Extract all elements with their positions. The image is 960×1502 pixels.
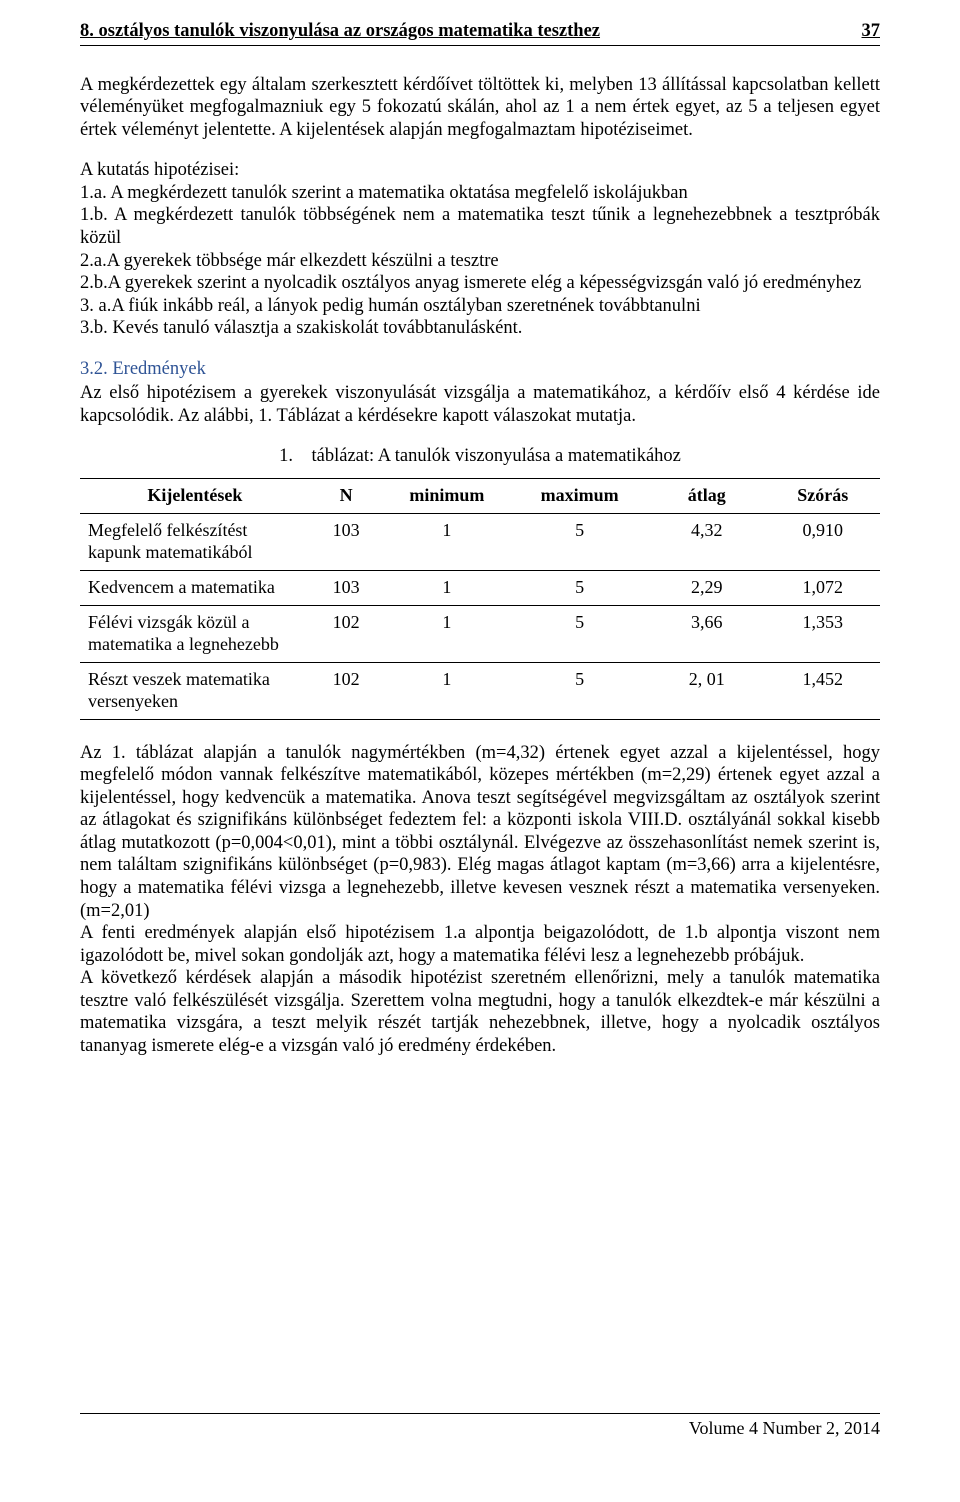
hypothesis-item: 1.b. A megkérdezett tanulók többségének … <box>80 204 880 249</box>
cell-sd: 1,452 <box>765 662 880 719</box>
section-intro: Az első hipotézisem a gyerekek viszonyul… <box>80 382 880 427</box>
col-header: Kijelentések <box>80 479 310 514</box>
cell-mean: 2, 01 <box>648 662 765 719</box>
cell-mean: 2,29 <box>648 570 765 605</box>
discussion-paragraph: A következő kérdések alapján a második h… <box>80 967 880 1057</box>
running-header: 8. osztályos tanulók viszonyulása az ors… <box>80 20 880 46</box>
cell-mean: 4,32 <box>648 513 765 570</box>
hypothesis-item: 2.b.A gyerekek szerint a nyolcadik osztá… <box>80 272 880 295</box>
running-title: 8. osztályos tanulók viszonyulása az ors… <box>80 20 600 43</box>
hypotheses-block: A kutatás hipotézisei: 1.a. A megkérdeze… <box>80 159 880 340</box>
hypothesis-item: 1.a. A megkérdezett tanulók szerint a ma… <box>80 182 880 205</box>
table-header-row: Kijelentések N minimum maximum átlag Szó… <box>80 479 880 514</box>
cell-statement: Kedvencem a matematika <box>80 570 310 605</box>
cell-max: 5 <box>511 513 648 570</box>
cell-sd: 1,072 <box>765 570 880 605</box>
col-header: maximum <box>511 479 648 514</box>
table-caption-text: táblázat: A tanulók viszonyulása a matem… <box>312 446 681 466</box>
col-header: Szórás <box>765 479 880 514</box>
hypothesis-item: 3.b. Kevés tanuló választja a szakiskolá… <box>80 317 880 340</box>
discussion-paragraph: Az 1. táblázat alapján a tanulók nagymér… <box>80 742 880 923</box>
cell-max: 5 <box>511 605 648 662</box>
page: 8. osztályos tanulók viszonyulása az ors… <box>40 0 920 1460</box>
table-row: Megfelelő felkészítést kapunk matematiká… <box>80 513 880 570</box>
footer-text: Volume 4 Number 2, 2014 <box>689 1418 880 1438</box>
cell-n: 102 <box>310 662 383 719</box>
intro-paragraph: A megkérdezettek egy általam szerkesztet… <box>80 74 880 142</box>
section-heading: 3.2. Eredmények <box>80 358 880 381</box>
cell-max: 5 <box>511 570 648 605</box>
hypothesis-item: 2.a.A gyerekek többsége már elkezdett ké… <box>80 250 880 273</box>
col-header: minimum <box>382 479 511 514</box>
cell-sd: 0,910 <box>765 513 880 570</box>
col-header: N <box>310 479 383 514</box>
cell-statement: Félévi vizsgák közül a matematika a legn… <box>80 605 310 662</box>
page-number: 37 <box>862 20 881 43</box>
cell-statement: Megfelelő felkészítést kapunk matematiká… <box>80 513 310 570</box>
hypotheses-heading: A kutatás hipotézisei: <box>80 159 880 182</box>
table-row: Félévi vizsgák közül a matematika a legn… <box>80 605 880 662</box>
cell-min: 1 <box>382 570 511 605</box>
table-label: 1. <box>279 446 293 466</box>
cell-min: 1 <box>382 513 511 570</box>
table-caption: 1. táblázat: A tanulók viszonyulása a ma… <box>80 445 880 468</box>
results-table: Kijelentések N minimum maximum átlag Szó… <box>80 478 880 720</box>
cell-n: 102 <box>310 605 383 662</box>
cell-mean: 3,66 <box>648 605 765 662</box>
cell-max: 5 <box>511 662 648 719</box>
cell-min: 1 <box>382 605 511 662</box>
cell-min: 1 <box>382 662 511 719</box>
page-footer: Volume 4 Number 2, 2014 <box>80 1413 880 1440</box>
discussion-paragraph: A fenti eredmények alapján első hipotézi… <box>80 922 880 967</box>
cell-n: 103 <box>310 570 383 605</box>
table-row: Részt veszek matematika versenyeken 102 … <box>80 662 880 719</box>
cell-statement: Részt veszek matematika versenyeken <box>80 662 310 719</box>
hypothesis-item: 3. a.A fiúk inkább reál, a lányok pedig … <box>80 295 880 318</box>
col-header: átlag <box>648 479 765 514</box>
section-block: 3.2. Eredmények Az első hipotézisem a gy… <box>80 358 880 428</box>
table-row: Kedvencem a matematika 103 1 5 2,29 1,07… <box>80 570 880 605</box>
cell-n: 103 <box>310 513 383 570</box>
cell-sd: 1,353 <box>765 605 880 662</box>
